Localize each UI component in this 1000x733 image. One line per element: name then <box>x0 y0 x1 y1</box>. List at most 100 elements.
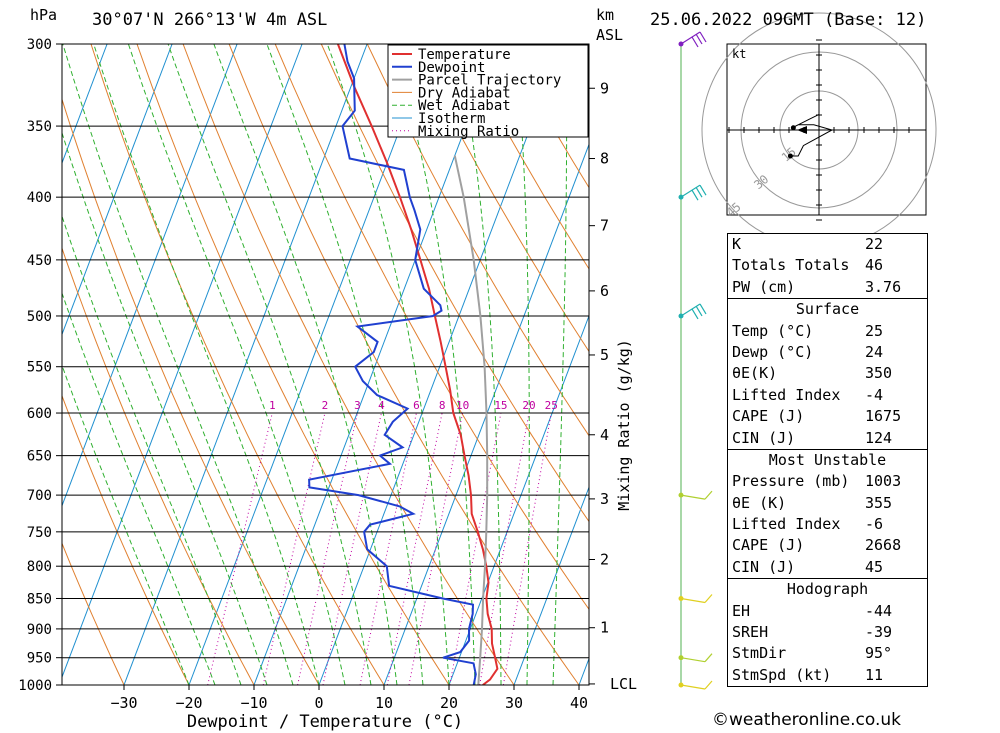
pressure-tick-label: 550 <box>27 360 52 376</box>
most-unstable-index-value: 2668 <box>865 536 902 555</box>
legend-label: Dewpoint <box>418 60 485 76</box>
surface-index-value: 24 <box>865 342 884 361</box>
surface-index-label: Lifted Index <box>732 385 841 404</box>
legend-label: Isotherm <box>418 111 485 127</box>
legend-label: Parcel Trajectory <box>418 73 561 89</box>
hodograph-index-label: StmSpd (kt) <box>732 665 832 684</box>
most-unstable-title: Most Unstable <box>728 448 927 471</box>
series-temperature <box>336 44 499 685</box>
temperature-tick-label: −30 <box>110 694 137 712</box>
dry-adiabat-line <box>320 44 589 523</box>
pressure-tick-label: 850 <box>27 591 52 607</box>
hodograph-index-value: -44 <box>865 601 893 620</box>
index-label: K <box>732 235 742 253</box>
pressure-tick-label: 900 <box>27 622 52 638</box>
pressure-tick-label: 300 <box>27 37 52 53</box>
height-tick-label: 7 <box>600 217 609 235</box>
surface-indices: Temp (°C) 25 Dewp (°C) 24 θE(K) 350 Lifted Ind… <box>728 321 927 449</box>
hodograph-end-point <box>787 153 793 159</box>
mixing-ratio-line <box>207 412 273 685</box>
dry-adiabat-line <box>966 44 1000 685</box>
pressure-tick-label: 600 <box>27 406 52 422</box>
temperature-tick-label: 20 <box>440 694 458 712</box>
most-unstable-index-value: -6 <box>865 515 884 534</box>
mixing-ratio-label: 25 <box>545 399 558 412</box>
dry-adiabat-line <box>920 44 1000 685</box>
height-tick-label: 1 <box>600 619 609 637</box>
height-tick-label: 5 <box>600 346 609 364</box>
pressure-tick-label: 950 <box>27 651 52 667</box>
mixing-ratio-line <box>386 412 443 685</box>
surface-index-label: Dewp (°C) <box>732 342 814 361</box>
wind-barb <box>680 31 707 48</box>
wet-adiabat-line <box>93 44 320 685</box>
location-title: 30°07'N 266°13'W 4m ASL <box>92 10 328 30</box>
wet-adiabat-line <box>392 44 476 685</box>
surface-index-value: 25 <box>865 321 884 340</box>
mixing-ratio-label: 3 <box>354 399 361 412</box>
height-tick-label: 4 <box>600 426 609 444</box>
wet-adiabat-line <box>266 44 424 685</box>
pressure-grid <box>62 43 589 686</box>
mixing-ratio-line <box>262 412 326 685</box>
isotherm-lines <box>62 44 589 685</box>
wind-barb-column <box>678 31 713 690</box>
hodograph-indices: EH -44 SREH -39 StmDir 95° StmSpd (kt) 11 <box>728 601 927 687</box>
mixing-ratio-line <box>359 412 417 685</box>
index-value: 3.76 <box>865 277 902 296</box>
surface-index-row: CIN (J) 124 <box>728 428 927 449</box>
temperature-tick-label: 10 <box>375 694 393 712</box>
height-tick-label: 9 <box>600 79 609 97</box>
index-label: Totals Totals <box>732 256 850 275</box>
surface-index-label: θE(K) <box>732 364 778 383</box>
series-dewpoint <box>308 44 477 685</box>
wet-adiabat-line <box>127 44 346 685</box>
most-unstable-index-label: CAPE (J) <box>732 536 805 555</box>
pressure-tick-label: 400 <box>27 190 52 206</box>
surface-index-label: CAPE (J) <box>732 407 805 426</box>
surface-index-label: Temp (°C) <box>732 321 814 340</box>
height-tick-label: 6 <box>600 282 609 300</box>
wind-barb <box>680 594 713 604</box>
isotherm-line <box>188 44 433 685</box>
surface-index-value: 350 <box>865 364 893 383</box>
legend-label: Mixing Ratio <box>418 124 519 140</box>
most-unstable-index-label: θE (K) <box>732 493 787 512</box>
most-unstable-index-row: Lifted Index -6 <box>728 514 927 535</box>
dry-adiabat-line <box>62 542 125 685</box>
sounding-series <box>308 44 499 685</box>
hodograph-trace <box>790 113 834 157</box>
hodograph-index-row: StmSpd (kt) 11 <box>728 665 927 686</box>
surface-title: Surface <box>728 298 927 320</box>
mixing-ratio-label: 4 <box>378 399 385 412</box>
isotherm-line <box>383 143 589 685</box>
pressure-tick-label: 350 <box>27 119 52 135</box>
temperature-tick-label: 40 <box>570 694 588 712</box>
height-unit-asl: ASL <box>596 26 624 44</box>
wet-adiabat-line <box>515 44 530 685</box>
hodograph-index-label: SREH <box>732 623 769 642</box>
most-unstable-index-label: Pressure (mb) <box>732 472 850 491</box>
height-unit-km: km <box>596 6 615 24</box>
wet-adiabat-line <box>456 44 502 685</box>
pressure-tick-label: 800 <box>27 559 52 575</box>
isotherm-line <box>318 44 563 685</box>
index-value: 46 <box>865 256 884 275</box>
hodograph-index-value: 11 <box>865 665 884 684</box>
isotherm-line <box>62 44 173 336</box>
plot-frame <box>61 43 590 686</box>
temperature-tick-label: 30 <box>505 694 523 712</box>
height-tick-label: 2 <box>600 551 609 569</box>
surface-index-label: CIN (J) <box>732 428 796 447</box>
wind-barb <box>680 653 713 663</box>
wind-barb <box>680 184 707 201</box>
index-label: PW (cm) <box>732 277 796 296</box>
x-axis-label: Dewpoint / Temperature (°C) <box>187 712 463 732</box>
hodograph-title: Hodograph <box>728 578 927 600</box>
mixing-ratio-line <box>449 412 502 685</box>
hodograph-index-row: StmDir 95° <box>728 643 927 664</box>
dry-adiabat-line <box>62 97 320 685</box>
isotherm-line <box>62 44 108 165</box>
isotherm-line <box>513 485 589 685</box>
